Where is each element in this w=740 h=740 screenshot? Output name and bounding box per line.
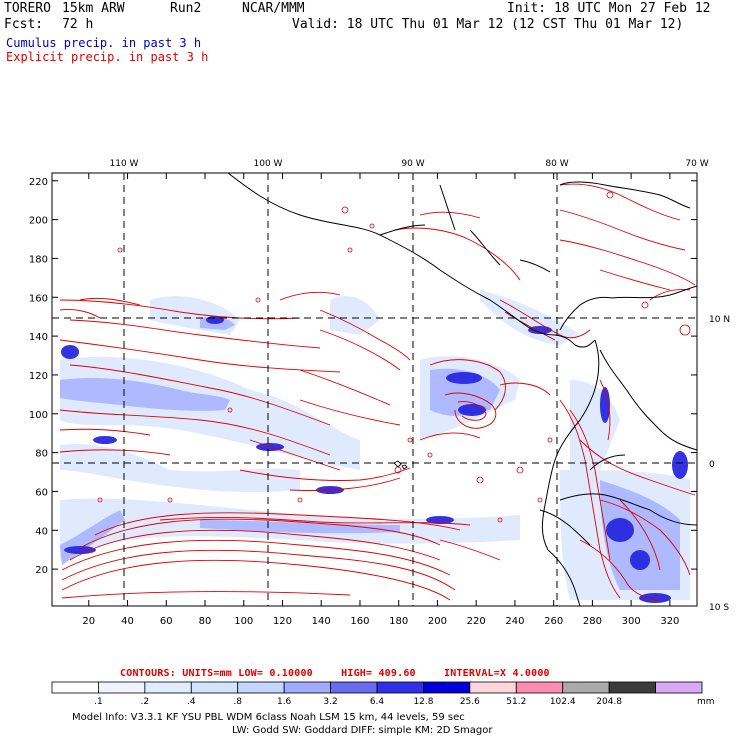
y-tick-label: 180 [29, 254, 48, 265]
center-label: NCAR/MMM [242, 1, 305, 16]
contour-specks [97, 191, 691, 523]
y-tick-label: 20 [35, 565, 48, 576]
x-tick-label: 240 [505, 616, 524, 627]
longitude-label: 100 W [254, 159, 283, 169]
colorbar-label: 51.2 [506, 697, 526, 707]
x-tick-label: 160 [350, 616, 369, 627]
colorbar-swatch [144, 681, 192, 694]
x-tick-label: 320 [660, 616, 679, 627]
y-tick-label: 60 [35, 487, 48, 498]
latitude-label: 0 [709, 460, 715, 470]
x-tick-label: 200 [428, 616, 447, 627]
colorbar-swatch [608, 681, 656, 694]
colorbar-swatch [51, 681, 99, 694]
longitude-label: 90 W [401, 159, 424, 169]
colorbar-swatch [190, 681, 239, 694]
colorbar-unit: mm [697, 697, 715, 707]
contours-interval: INTERVAL=X 4.0000 [444, 668, 550, 679]
colorbar-label: .8 [233, 697, 242, 707]
x-tick-label: 40 [121, 616, 134, 627]
contours-low: LOW= 0.10000 [238, 668, 313, 679]
x-tick-label: 20 [82, 616, 95, 627]
field2-title: Explicit precip. in past 3 h [6, 50, 209, 64]
x-tick-label: 220 [467, 616, 486, 627]
colorbar-label: 1.6 [277, 697, 292, 707]
model-info-line2: LW: Godd SW: Goddard DIFF: simple KM: 2D… [232, 725, 493, 736]
contours-units: UNITS=mm [182, 668, 232, 679]
x-tick-label: 180 [389, 616, 408, 627]
coastlines [227, 173, 697, 606]
galapagos-islands [393, 460, 408, 470]
latitude-label: 10 N [709, 315, 730, 325]
forecast-label: Fcst: [4, 17, 44, 32]
init-time: Init: 18 UTC Mon 27 Feb 12 [507, 1, 711, 16]
colorbar-label: .2 [141, 697, 150, 707]
model-name: TORERO [4, 1, 51, 16]
longitude-label: 70 W [685, 159, 708, 169]
colorbar-label: 102.4 [550, 697, 576, 707]
colorbar-label: 6.4 [370, 697, 385, 707]
colorbar-swatch [330, 681, 378, 694]
colorbar-swatch [376, 681, 424, 694]
resolution-label: 15km ARW [62, 1, 125, 16]
model-info-line1: Model Info: V3.3.1 KF YSU PBL WDM 6class… [72, 712, 465, 723]
latlon-grid [52, 173, 697, 606]
colorbar [51, 681, 703, 694]
x-tick-label: 260 [544, 616, 563, 627]
colorbar-swatch [469, 681, 517, 694]
x-tick-label: 280 [583, 616, 602, 627]
x-tick-label: 60 [160, 616, 173, 627]
plot-frame [51, 172, 698, 607]
contours-label: CONTOURS: [120, 668, 176, 679]
explicit-precip-contours [59, 183, 696, 601]
y-tick-label: 140 [29, 332, 48, 343]
latitude-label: 10 S [709, 603, 729, 613]
colorbar-swatch [283, 681, 331, 694]
colorbar-label: 12.8 [413, 697, 433, 707]
x-tick-label: 300 [622, 616, 641, 627]
forecast-hour: 72 h [62, 17, 94, 32]
run-label: Run2 [170, 1, 202, 16]
colorbar-label: .4 [187, 697, 196, 707]
colorbar-swatch [562, 681, 610, 694]
x-tick-label: 140 [312, 616, 331, 627]
longitude-label: 110 W [110, 159, 139, 169]
colorbar-swatch [237, 681, 285, 694]
y-tick-label: 100 [29, 410, 48, 421]
colorbar-label: 3.2 [323, 697, 337, 707]
x-tick-label: 120 [273, 616, 292, 627]
field1-title: Cumulus precip. in past 3 h [6, 36, 202, 50]
longitude-label: 80 W [545, 159, 568, 169]
y-tick-label: 40 [35, 526, 48, 537]
contours-info: CONTOURS: UNITS=mm LOW= 0.10000 HIGH= 40… [120, 668, 550, 679]
contours-high: HIGH= 409.60 [341, 668, 416, 679]
colorbar-label: 204.8 [596, 697, 622, 707]
colorbar-label: .1 [94, 697, 103, 707]
cumulus-shading-mid [60, 316, 680, 590]
x-tick-label: 100 [234, 616, 253, 627]
x-tick-label: 80 [199, 616, 212, 627]
colorbar-swatch [423, 681, 471, 694]
colorbar-swatch [515, 681, 564, 694]
colorbar-label: 25.6 [460, 697, 480, 707]
valid-time: Valid: 18 UTC Thu 01 Mar 12 (12 CST Thu … [292, 17, 684, 32]
y-tick-label: 120 [29, 371, 48, 382]
y-tick-label: 160 [29, 293, 48, 304]
y-tick-label: 200 [29, 216, 48, 227]
colorbar-swatch [98, 681, 146, 694]
colorbar-swatch [655, 681, 703, 694]
y-tick-label: 80 [35, 449, 48, 460]
y-tick-label: 220 [29, 177, 48, 188]
